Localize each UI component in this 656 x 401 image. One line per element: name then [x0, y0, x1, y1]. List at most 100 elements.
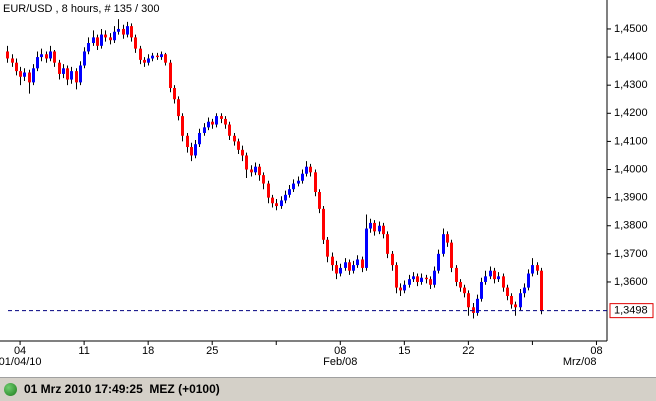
- candle-body: [450, 242, 453, 268]
- candle-body: [326, 239, 329, 257]
- candle-body: [352, 265, 355, 271]
- candle-body: [15, 62, 18, 72]
- candle-body: [412, 276, 415, 280]
- y-tick-label: 1,4100: [614, 135, 648, 147]
- candle-body: [506, 287, 509, 297]
- candle-body: [373, 222, 376, 232]
- candle-body: [484, 276, 487, 282]
- candle-body: [87, 43, 90, 52]
- candle-body: [113, 31, 116, 41]
- candle-body: [309, 166, 312, 173]
- candle-body: [23, 72, 26, 77]
- candle-body: [292, 183, 295, 190]
- candle-body: [305, 166, 308, 174]
- candle-body: [215, 116, 218, 125]
- y-tick-label: 1,3600: [614, 276, 648, 288]
- status-icon: [4, 383, 17, 396]
- candle-body: [314, 172, 317, 193]
- candle-body: [83, 51, 86, 66]
- candle-body: [399, 287, 402, 291]
- candle-body: [6, 51, 9, 59]
- candle-body: [395, 265, 398, 288]
- candle-body: [181, 116, 184, 136]
- candle-body: [186, 135, 189, 148]
- candle-body: [280, 200, 283, 207]
- candle-body: [331, 256, 334, 266]
- candle-body: [335, 265, 338, 274]
- candle-body: [169, 62, 172, 88]
- candle-body: [203, 127, 206, 133]
- candle-body: [92, 37, 95, 44]
- candle-body: [130, 26, 133, 38]
- status-bar: 01 Mrz 2010 17:49:25 MEZ (+0100): [0, 377, 656, 401]
- candle-body: [318, 192, 321, 209]
- candle-body: [228, 124, 231, 136]
- y-tick-label: 1,4200: [614, 107, 648, 119]
- candle-body: [19, 71, 22, 77]
- candle-body: [493, 270, 496, 280]
- x-tick-label: 08: [590, 345, 602, 357]
- candle-body: [403, 284, 406, 291]
- candle-body: [79, 65, 82, 83]
- candle-body: [237, 141, 240, 150]
- candle-body: [245, 155, 248, 170]
- candle-body: [288, 189, 291, 195]
- candle-body: [207, 121, 210, 128]
- candle-body: [66, 68, 69, 80]
- y-tick-label: 1,4500: [614, 23, 648, 35]
- candle-body: [365, 228, 368, 268]
- candle-body: [540, 270, 543, 311]
- candle-body: [100, 34, 103, 46]
- candle-body: [344, 262, 347, 268]
- candle-body: [523, 287, 526, 294]
- chart-title: EUR/USD , 8 hours, # 135 / 300: [3, 3, 160, 15]
- candle-body: [437, 253, 440, 271]
- candle-body: [220, 116, 223, 119]
- x-tick-label: 18: [142, 345, 154, 357]
- candle-body: [233, 135, 236, 142]
- candle-body: [267, 183, 270, 198]
- candle-body: [164, 54, 167, 63]
- y-tick-label: 1,4300: [614, 79, 648, 91]
- candle-body: [53, 51, 56, 63]
- x-period-label: Feb/08: [323, 356, 357, 368]
- candle-body: [356, 259, 359, 266]
- candle-body: [151, 55, 154, 59]
- candle-body: [361, 259, 364, 268]
- candle-body: [190, 147, 193, 156]
- x-tick-label: 08: [334, 345, 346, 357]
- candle-body: [147, 58, 150, 63]
- y-tick-label: 1,3900: [614, 192, 648, 204]
- candle-body: [254, 166, 257, 173]
- candle-body: [160, 54, 163, 58]
- candle-body: [348, 262, 351, 271]
- chart: EUR/USD , 8 hours, # 135 / 300 1,3600 1,3…: [0, 0, 654, 368]
- candle-body: [194, 144, 197, 156]
- candle-body: [455, 267, 458, 282]
- candle-body: [75, 71, 78, 83]
- y-tick-label: 1,4400: [614, 51, 648, 63]
- y-tick-label: 1,3700: [614, 248, 648, 260]
- candle-body: [425, 277, 428, 280]
- x-period-label: Mrz/08: [563, 356, 597, 368]
- candle-body: [536, 265, 539, 271]
- candle-body: [489, 270, 492, 277]
- candle-body: [467, 293, 470, 308]
- candle-body: [156, 55, 159, 58]
- candle-body: [284, 194, 287, 201]
- candle-body: [198, 132, 201, 145]
- candle-body: [442, 234, 445, 254]
- last-price-label: 1,3498: [614, 305, 648, 317]
- candle-body: [510, 296, 513, 305]
- candle-body: [224, 118, 227, 125]
- x-tick-label: 22: [462, 345, 474, 357]
- y-tick-label: 1,4000: [614, 163, 648, 175]
- candle-body: [416, 276, 419, 282]
- candle-body: [262, 175, 265, 184]
- candle-body: [241, 149, 244, 156]
- candle-body: [519, 293, 522, 308]
- candle-body: [49, 51, 52, 59]
- candle-body: [476, 298, 479, 313]
- candle-body: [177, 99, 180, 117]
